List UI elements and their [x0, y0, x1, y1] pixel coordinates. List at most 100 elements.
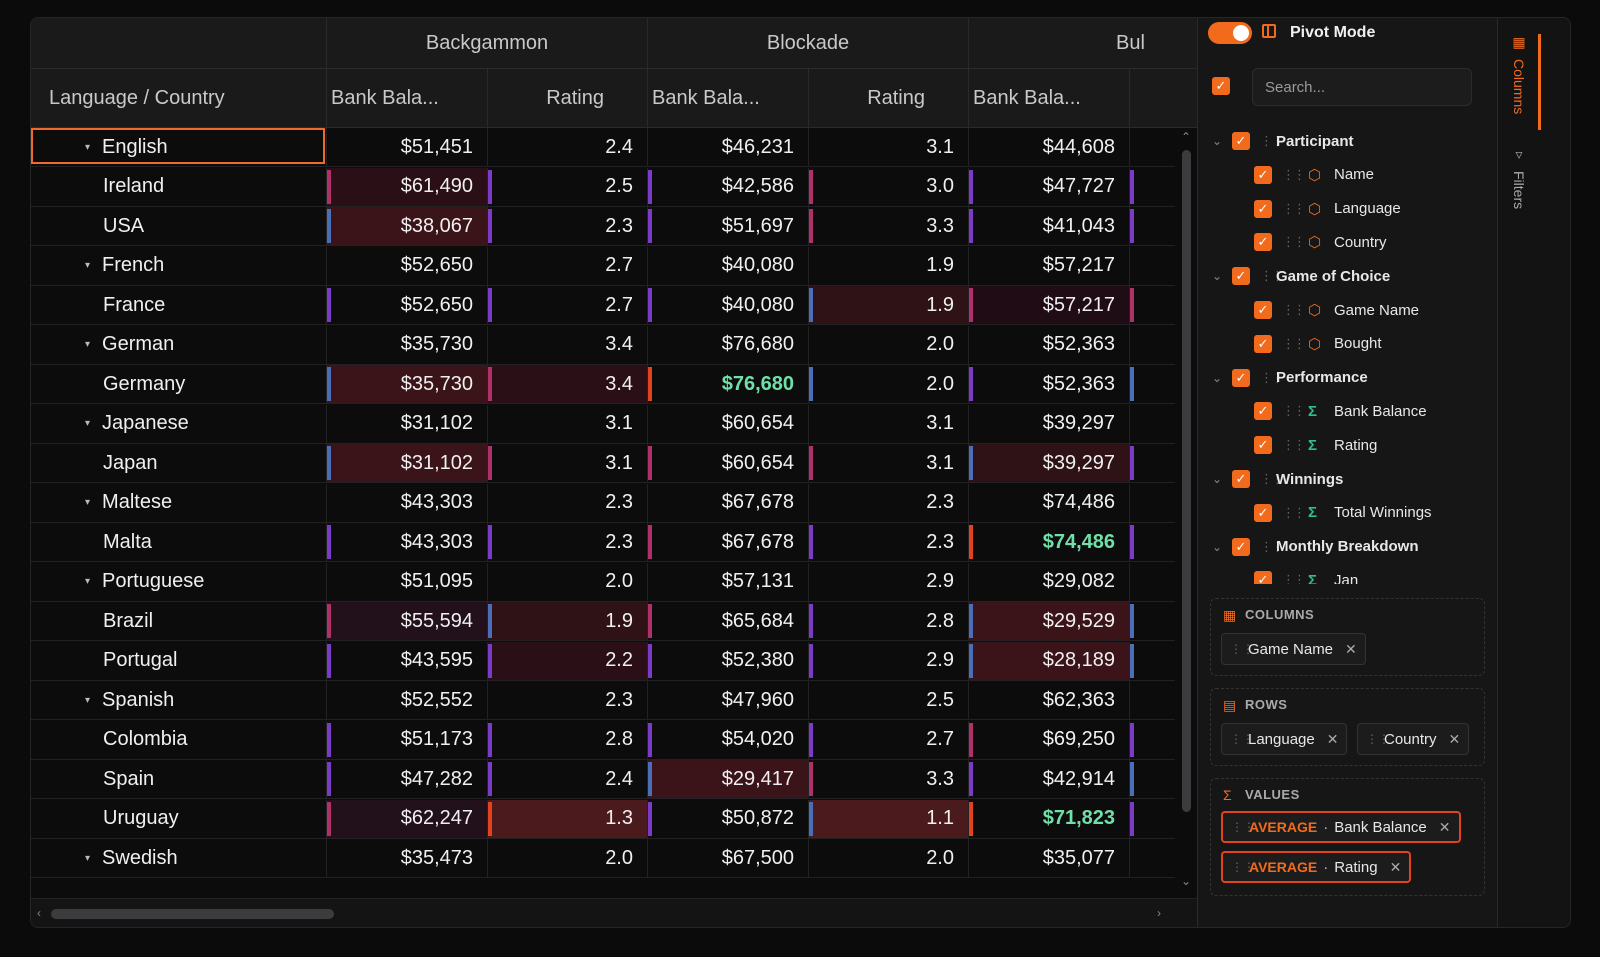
group-row[interactable]: ▾ Spanish $52,552 2.3 $47,960 2.5 $62,363 — [31, 681, 1175, 720]
value-cell[interactable]: 3.1 — [808, 444, 968, 482]
column-checkbox[interactable]: ✓ — [1254, 571, 1272, 584]
row-label[interactable]: Brazil — [31, 602, 326, 640]
value-cell[interactable]: 2.3 — [808, 483, 968, 522]
value-cell[interactable]: $46,231 — [647, 128, 808, 166]
value-cell[interactable] — [1129, 286, 1175, 324]
drag-handle-icon[interactable]: ⋮⋮ — [1260, 268, 1284, 284]
columns-drop-zone[interactable]: ▦ COLUMNS ⋮⋮ Game Name ✕ — [1210, 598, 1485, 676]
table-row[interactable]: Ireland $61,490 2.5 $42,586 3.0 $47,727 — [31, 167, 1175, 207]
drag-handle-icon[interactable]: ⋮⋮ — [1282, 572, 1306, 584]
row-label[interactable]: Ireland — [31, 168, 326, 206]
expand-caret-icon[interactable]: ▾ — [85, 576, 91, 587]
column-checkbox[interactable]: ✓ — [1254, 436, 1272, 455]
value-cell[interactable]: $62,363 — [968, 681, 1129, 719]
tree-item[interactable]: ⌄ ✓ ⋮⋮ Monthly Breakdown — [1212, 530, 1492, 564]
expand-caret-icon[interactable]: ▾ — [85, 852, 91, 864]
drag-handle-icon[interactable]: ⋮⋮ — [1282, 234, 1306, 250]
value-cell[interactable]: $71,823 — [968, 799, 1129, 838]
value-cell[interactable]: 2.0 — [487, 839, 647, 877]
value-cell[interactable]: $52,363 — [968, 325, 1129, 364]
row-label[interactable]: ▾ Portuguese — [31, 563, 326, 601]
expand-caret-icon[interactable]: ▾ — [85, 260, 91, 271]
value-cell[interactable]: $29,417 — [647, 760, 808, 798]
value-cell[interactable]: 2.8 — [487, 720, 647, 759]
value-cell[interactable]: $47,282 — [326, 760, 487, 798]
value-cell[interactable]: 2.9 — [808, 562, 968, 601]
row-label[interactable]: Portugal — [31, 642, 326, 680]
value-cell[interactable]: $52,650 — [326, 286, 487, 324]
value-cell[interactable]: 1.9 — [487, 602, 647, 640]
drag-handle-icon[interactable]: ⋮⋮ — [1366, 732, 1390, 746]
drag-handle-icon[interactable]: ⋮⋮ — [1282, 335, 1306, 351]
column-checkbox[interactable]: ✓ — [1254, 402, 1272, 421]
remove-icon[interactable]: ✕ — [1448, 730, 1461, 747]
value-cell[interactable]: $76,680 — [647, 365, 808, 403]
remove-icon[interactable]: ✕ — [1438, 818, 1451, 835]
tree-item[interactable]: ✓ ⋮⋮ Σ Total Winnings — [1212, 496, 1492, 530]
value-cell[interactable]: $28,189 — [968, 641, 1129, 680]
value-pill-bank-balance[interactable]: ⋮⋮ AVERAGE · Bank Balance ✕ — [1221, 811, 1461, 843]
drag-handle-icon[interactable]: ⋮⋮ — [1260, 471, 1284, 486]
value-cell[interactable]: 2.3 — [487, 681, 647, 719]
value-cell[interactable] — [1129, 641, 1175, 680]
value-cell[interactable]: $65,684 — [647, 602, 808, 640]
value-cell[interactable]: 2.3 — [487, 523, 647, 561]
value-cell[interactable]: $67,678 — [647, 523, 808, 561]
value-cell[interactable] — [1129, 681, 1175, 719]
value-cell[interactable] — [1129, 523, 1175, 561]
value-cell[interactable]: 3.1 — [487, 404, 647, 443]
value-cell[interactable]: 1.9 — [808, 246, 968, 285]
value-cell[interactable]: $67,678 — [647, 483, 808, 522]
value-cell[interactable]: $52,380 — [647, 641, 808, 680]
value-cell[interactable]: $54,020 — [647, 720, 808, 759]
value-cell[interactable] — [1129, 720, 1175, 759]
tree-item[interactable]: ✓ ⋮⋮ ⬡ Language — [1212, 192, 1492, 226]
value-cell[interactable] — [1129, 207, 1175, 245]
value-cell[interactable]: $52,552 — [326, 681, 487, 719]
row-label[interactable]: ▾ Spanish — [31, 681, 326, 719]
value-cell[interactable]: 3.1 — [808, 128, 968, 166]
value-cell[interactable] — [1129, 246, 1175, 285]
value-cell[interactable]: $74,486 — [968, 483, 1129, 522]
chevron-down-icon[interactable]: ⌄ — [1212, 539, 1223, 554]
group-row[interactable]: ▾ Portuguese $51,095 2.0 $57,131 2.9 $29,082 — [31, 562, 1175, 602]
column-checkbox[interactable]: ✓ — [1254, 199, 1272, 218]
column-checkbox[interactable]: ✓ — [1232, 267, 1250, 286]
value-cell[interactable]: $44,608 — [968, 128, 1129, 166]
row-label[interactable]: ▾ Japanese — [31, 405, 326, 443]
value-cell[interactable]: $51,173 — [326, 720, 487, 759]
value-cell[interactable]: 2.0 — [808, 839, 968, 877]
drag-handle-icon[interactable]: ⋮⋮ — [1260, 538, 1284, 554]
value-cell[interactable]: $51,451 — [326, 128, 487, 166]
value-cell[interactable]: $76,680 — [647, 325, 808, 364]
value-cell[interactable]: $47,960 — [647, 681, 808, 719]
value-cell[interactable]: 3.4 — [487, 325, 647, 364]
value-cell[interactable] — [1129, 562, 1175, 601]
value-cell[interactable]: $42,586 — [647, 167, 808, 206]
pivot-mode-toggle[interactable] — [1208, 22, 1252, 44]
drag-handle-icon[interactable]: ⋮⋮ — [1230, 642, 1254, 656]
drag-handle-icon[interactable]: ⋮⋮ — [1231, 820, 1255, 834]
value-cell[interactable]: $35,473 — [326, 839, 487, 877]
value-cell[interactable]: $35,730 — [326, 365, 487, 403]
chevron-down-icon[interactable]: ⌄ — [1212, 134, 1223, 148]
column-checkbox[interactable]: ✓ — [1232, 470, 1250, 488]
value-cell[interactable]: 2.7 — [487, 286, 647, 324]
value-cell[interactable]: $43,303 — [326, 523, 487, 561]
value-cell[interactable]: $35,077 — [968, 839, 1129, 877]
table-row[interactable]: Portugal $43,595 2.2 $52,380 2.9 $28,189 — [31, 641, 1175, 681]
row-label[interactable]: Colombia — [31, 721, 326, 759]
value-cell[interactable] — [1129, 128, 1175, 166]
group-row[interactable]: ▾ Swedish $35,473 2.0 $67,500 2.0 $35,077 — [31, 839, 1175, 878]
row-label[interactable]: ▾ Swedish — [31, 839, 326, 877]
header-bank-balance-2[interactable]: Bank Bala... — [647, 69, 808, 127]
group-header-backgammon[interactable]: Backgammon — [326, 18, 647, 68]
table-row[interactable]: France $52,650 2.7 $40,080 1.9 $57,217 — [31, 286, 1175, 325]
group-row[interactable]: ▾ Maltese $43,303 2.3 $67,678 2.3 $74,486 — [31, 483, 1175, 523]
row-pill-country[interactable]: ⋮⋮ Country ✕ — [1357, 723, 1470, 755]
value-cell[interactable]: 3.1 — [808, 404, 968, 443]
column-checkbox[interactable]: ✓ — [1254, 165, 1272, 184]
value-cell[interactable]: 2.5 — [808, 681, 968, 719]
value-cell[interactable]: $41,043 — [968, 207, 1129, 245]
expand-caret-icon[interactable]: ▾ — [85, 418, 91, 429]
